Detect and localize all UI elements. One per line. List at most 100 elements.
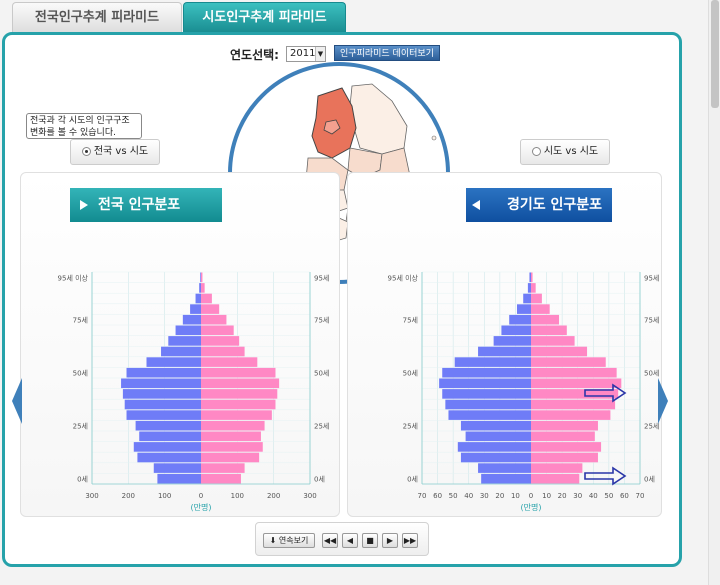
x-tick-label: 10: [542, 492, 551, 500]
male-bar: [135, 420, 201, 431]
y-tick-label: 0세: [407, 475, 418, 484]
y-tick-label: 50세: [403, 369, 418, 378]
female-bar: [201, 452, 260, 463]
female-bar: [201, 389, 278, 399]
female-bar: [201, 378, 280, 389]
y-tick-label: 50세: [644, 369, 659, 378]
female-bar: [531, 473, 580, 484]
female-bar: [201, 346, 245, 357]
y-tick-label: 75세: [314, 316, 329, 325]
x-tick-label: 0: [529, 492, 533, 500]
x-axis-label: (만명): [521, 502, 542, 512]
first-button[interactable]: ◀◀: [322, 533, 338, 548]
male-bar: [161, 346, 201, 357]
male-bar: [445, 399, 531, 410]
next-arrow-icon[interactable]: [658, 378, 668, 424]
female-bar: [531, 431, 595, 442]
scrollbar-thumb[interactable]: [711, 0, 719, 108]
male-bar: [157, 473, 201, 484]
year-value: 2011: [290, 48, 316, 59]
x-tick-label: 200: [267, 492, 280, 500]
female-bar: [201, 336, 240, 346]
male-bar: [523, 293, 531, 304]
x-tick-label: 30: [480, 492, 489, 500]
y-tick-label: 95세 이상: [388, 273, 419, 282]
tab-province-pyramid[interactable]: 시도인구추계 피라미드: [183, 2, 346, 32]
male-bar: [124, 399, 201, 410]
annotation-arrow-icon: [584, 466, 627, 486]
female-bar: [201, 283, 205, 293]
female-bar: [201, 293, 212, 304]
continuous-view-label: 연속보기: [278, 536, 309, 545]
x-tick-label: 200: [122, 492, 135, 500]
x-tick-label: 70: [636, 492, 645, 500]
male-bar: [199, 283, 201, 293]
female-bar: [531, 367, 617, 378]
map-ulleungdo[interactable]: [431, 135, 437, 141]
last-button[interactable]: ▶▶: [402, 533, 418, 548]
prev-button[interactable]: ◀: [342, 533, 358, 548]
x-tick-label: 300: [85, 492, 98, 500]
right-chart-title: 경기도 인구분포: [466, 188, 612, 222]
female-bar: [201, 314, 227, 325]
year-select[interactable]: 2011 ▼: [286, 46, 326, 62]
x-tick-label: 10: [511, 492, 520, 500]
tooltip-line: 전국과 각 시도의 인구구조: [30, 116, 130, 126]
female-bar: [201, 473, 241, 484]
x-tick-label: 50: [449, 492, 458, 500]
tab-national-pyramid[interactable]: 전국인구추계 피라미드: [12, 2, 182, 32]
male-bar: [442, 367, 531, 378]
next-button[interactable]: ▶: [382, 533, 398, 548]
male-bar: [457, 442, 531, 452]
continuous-view-button[interactable]: ⬇ 연속보기: [263, 533, 315, 548]
triangle-right-icon: [80, 200, 88, 210]
radio-national-vs-province[interactable]: 전국 vs 시도: [70, 139, 160, 165]
male-bar: [460, 420, 531, 431]
male-bar: [153, 463, 201, 473]
prev-arrow-icon[interactable]: [12, 378, 22, 424]
x-tick-label: 20: [495, 492, 504, 500]
x-tick-label: 20: [558, 492, 567, 500]
female-bar: [531, 283, 536, 293]
male-bar: [139, 431, 201, 442]
female-bar: [201, 399, 276, 410]
x-tick-label: 300: [303, 492, 316, 500]
radio-label: 전국 vs 시도: [93, 146, 149, 157]
female-bar: [531, 272, 533, 283]
male-bar: [509, 314, 531, 325]
y-tick-label: 25세: [644, 422, 659, 431]
male-bar: [493, 336, 531, 346]
female-bar: [201, 304, 220, 314]
male-bar: [501, 325, 531, 336]
y-tick-label: 75세: [403, 316, 418, 325]
map-gangwon[interactable]: [349, 83, 408, 155]
radio-unchecked-icon: [531, 146, 541, 156]
male-bar: [168, 336, 201, 346]
stop-button[interactable]: ■: [362, 533, 378, 548]
female-bar: [531, 346, 588, 357]
male-bar: [527, 283, 531, 293]
female-bar: [201, 367, 276, 378]
x-tick-label: 70: [418, 492, 427, 500]
y-tick-label: 0세: [77, 475, 88, 484]
radio-province-vs-province[interactable]: 시도 vs 시도: [520, 139, 610, 165]
x-tick-label: 60: [433, 492, 442, 500]
female-bar: [531, 378, 622, 389]
x-tick-label: 0: [199, 492, 203, 500]
y-tick-label: 95세 이상: [58, 273, 89, 282]
male-bar: [442, 389, 531, 399]
tooltip: 전국과 각 시도의 인구구조 변화를 볼 수 있습니다.: [26, 113, 142, 139]
map-seoul[interactable]: [323, 119, 341, 135]
view-data-button[interactable]: 인구피라미드 데이터보기: [334, 45, 440, 61]
scrollbar[interactable]: [708, 0, 720, 585]
female-bar: [201, 420, 265, 431]
female-bar: [531, 325, 567, 336]
female-bar: [201, 442, 263, 452]
male-bar: [133, 442, 201, 452]
x-tick-label: 40: [464, 492, 473, 500]
male-bar: [137, 452, 201, 463]
male-bar: [460, 452, 531, 463]
female-bar: [531, 420, 598, 431]
female-bar: [531, 452, 598, 463]
